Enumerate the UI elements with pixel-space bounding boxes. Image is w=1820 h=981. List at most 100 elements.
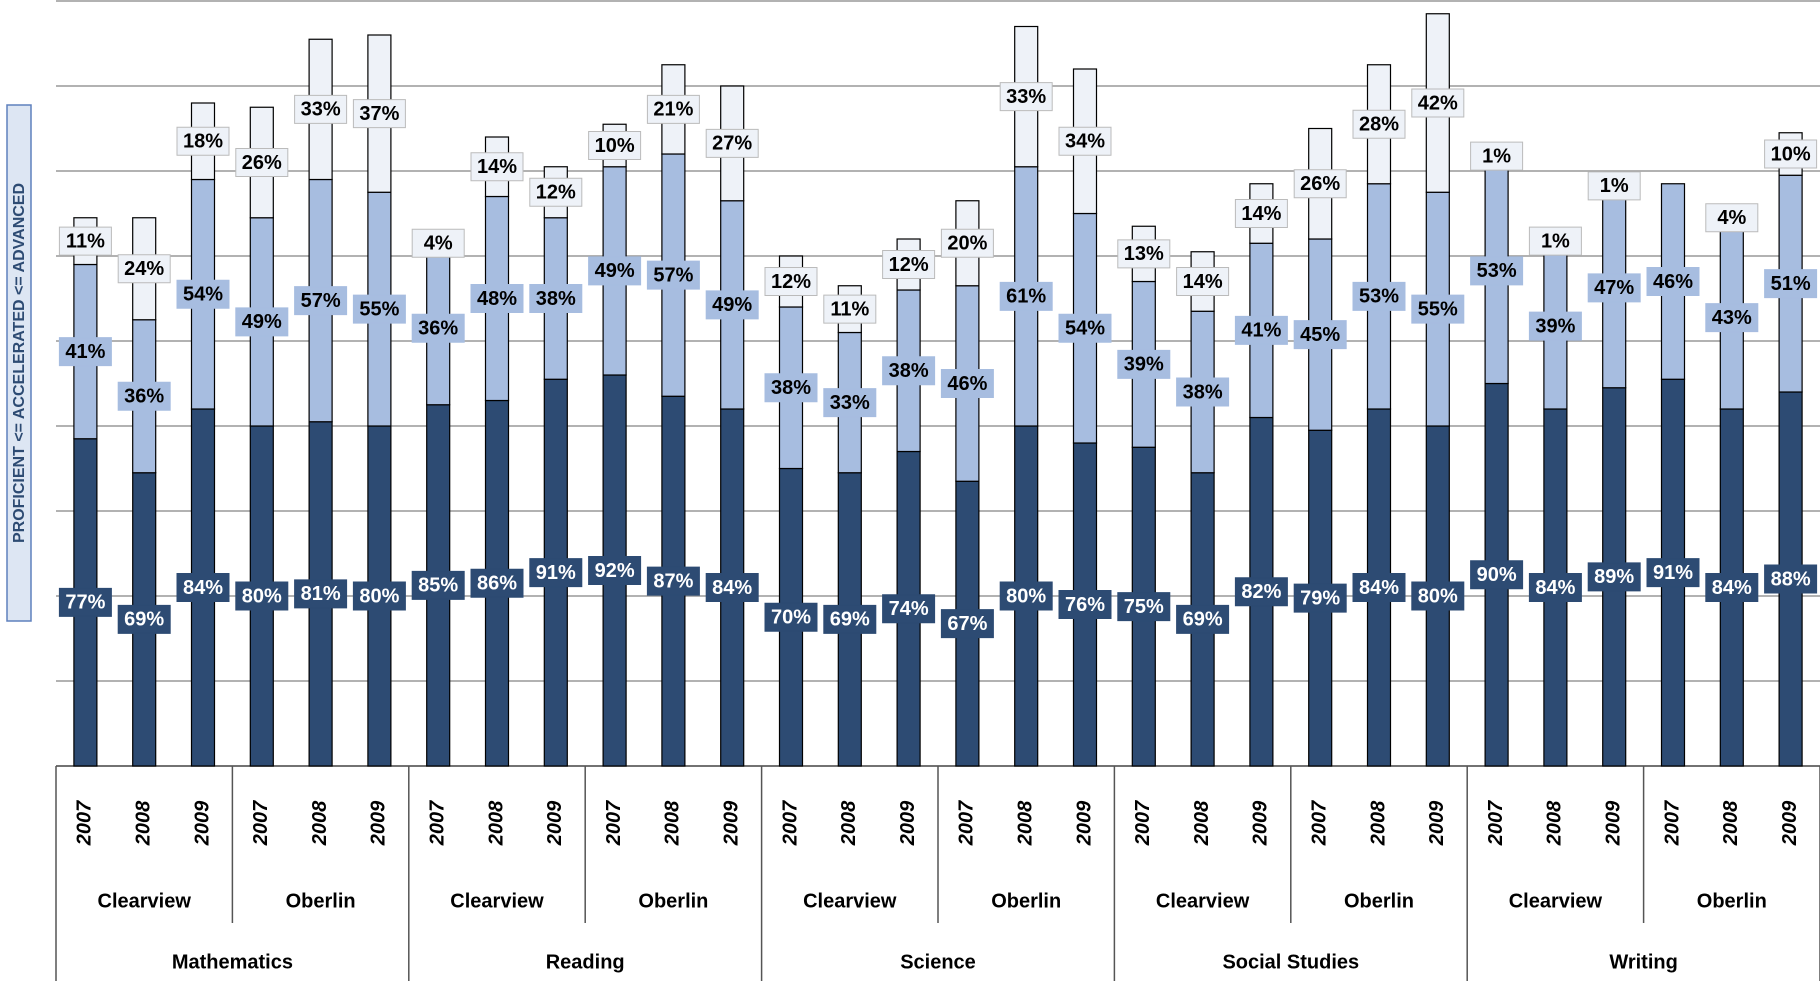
x-tick-label: 2008 [1367, 800, 1389, 846]
value-label: 69% [117, 604, 171, 634]
value-label-text: 80% [359, 585, 399, 607]
value-label: 85% [411, 570, 465, 600]
value-label-text: 41% [65, 341, 105, 363]
school-label: Oberlin [286, 890, 356, 912]
x-tick-label: 2009 [720, 800, 742, 846]
value-label-box [1293, 169, 1347, 199]
value-label: 54% [1058, 313, 1112, 343]
value-label-box [940, 609, 994, 639]
value-label-box [882, 250, 936, 279]
value-label-box [1470, 256, 1524, 286]
value-label-text: 39% [1535, 315, 1575, 337]
x-tick-label: 2009 [1779, 800, 1801, 846]
value-label-text: 46% [1653, 271, 1693, 293]
value-label-box [294, 286, 348, 316]
value-label-text: 53% [1477, 260, 1517, 282]
value-label-box [1058, 313, 1112, 343]
x-tick-label: 2008 [485, 800, 507, 846]
value-label: 27% [705, 128, 759, 158]
value-label-text: 39% [1124, 354, 1164, 376]
value-label: 84% [1352, 573, 1406, 602]
value-label-box [705, 573, 759, 602]
value-label: 48% [470, 284, 524, 313]
value-label-box [1117, 592, 1171, 622]
value-label: 41% [58, 337, 112, 367]
value-label-box [1587, 171, 1641, 201]
value-label-text: 84% [1535, 577, 1575, 599]
value-label: 74% [882, 594, 936, 624]
value-label: 11% [823, 294, 877, 324]
value-label-text: 70% [771, 607, 811, 629]
value-label: 79% [1293, 583, 1347, 613]
value-label-box [1117, 239, 1171, 269]
value-label: 55% [352, 294, 406, 324]
value-label-box [705, 128, 759, 158]
value-label: 90% [1470, 560, 1524, 590]
value-label: 1% [1470, 141, 1524, 171]
value-label-box [411, 313, 465, 343]
value-label: 55% [1411, 294, 1465, 324]
value-label: 80% [1411, 581, 1465, 611]
value-label-box [1352, 109, 1406, 139]
value-label: 61% [999, 281, 1053, 311]
value-label-box [1646, 558, 1700, 588]
value-label-text: 11% [830, 298, 869, 320]
subject-label: Science [900, 951, 976, 973]
value-label: 89% [1587, 562, 1641, 592]
value-label: 1% [1528, 226, 1582, 256]
value-label-box [1117, 349, 1171, 379]
value-label-box [117, 381, 171, 411]
value-label-box [235, 307, 289, 337]
value-label-box [1234, 315, 1288, 345]
value-label-text: 10% [1771, 143, 1811, 165]
value-label-text: 89% [1594, 566, 1634, 588]
school-label: Oberlin [1344, 890, 1414, 912]
value-label-box [1411, 581, 1465, 611]
value-label-box [1587, 562, 1641, 592]
value-label-box [58, 337, 112, 367]
value-label-text: 88% [1771, 568, 1811, 590]
value-label-box [1411, 294, 1465, 324]
value-label-box [294, 94, 348, 124]
value-label-box [1705, 573, 1759, 602]
value-label-text: 36% [418, 318, 458, 340]
value-label-text: 33% [301, 99, 341, 121]
value-label-text: 80% [242, 585, 282, 607]
value-label: 67% [940, 609, 994, 639]
x-tick-label: 2007 [74, 800, 96, 846]
value-label: 1% [1587, 171, 1641, 201]
value-label-box [1470, 560, 1524, 590]
value-label-text: 21% [653, 99, 693, 121]
value-label-text: 61% [1006, 286, 1046, 308]
value-label-box [529, 177, 583, 207]
value-label-box [529, 558, 583, 588]
value-label: 80% [235, 581, 289, 611]
value-label: 91% [1646, 558, 1700, 588]
value-label: 84% [1705, 573, 1759, 602]
value-label-text: 12% [536, 182, 576, 204]
value-label: 43% [1705, 303, 1759, 333]
x-tick-label: 2009 [897, 800, 919, 846]
value-label-text: 55% [1418, 298, 1458, 320]
x-tick-label: 2008 [838, 800, 860, 846]
x-tick-label: 2008 [1720, 800, 1742, 846]
value-label: 45% [1293, 320, 1347, 350]
value-label-box [58, 226, 112, 256]
value-label-box [1234, 577, 1288, 607]
value-label-box [1176, 377, 1230, 407]
value-label-box [235, 581, 289, 611]
value-label-text: 85% [418, 575, 458, 597]
value-label: 82% [1234, 577, 1288, 607]
value-label-box [823, 604, 877, 634]
y-label-text: PROFICIENT <= ACCELERATED <= ADVANCED [11, 183, 28, 543]
value-label: 91% [529, 558, 583, 588]
value-label: 49% [705, 290, 759, 320]
value-label-text: 1% [1600, 175, 1629, 197]
value-label-box [529, 284, 583, 313]
value-label-text: 84% [183, 577, 223, 599]
value-label-text: 34% [1065, 131, 1105, 153]
value-label: 38% [529, 284, 583, 313]
value-label-text: 1% [1482, 145, 1511, 167]
value-label: 84% [705, 573, 759, 602]
y-label-box [6, 104, 32, 622]
